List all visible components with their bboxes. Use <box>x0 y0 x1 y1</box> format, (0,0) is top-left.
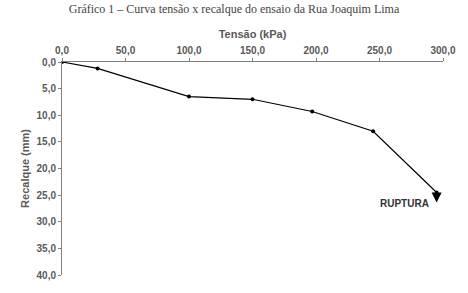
svg-text:0,0: 0,0 <box>55 45 69 56</box>
svg-text:40,0: 40,0 <box>37 270 57 281</box>
svg-text:Tensão (kPa): Tensão (kPa) <box>219 28 287 40</box>
svg-text:10,0: 10,0 <box>37 110 57 121</box>
svg-text:0,0: 0,0 <box>42 57 56 68</box>
svg-text:25,0: 25,0 <box>37 190 57 201</box>
svg-text:50,0: 50,0 <box>116 45 136 56</box>
svg-text:Gráfico 1 – Curva tensão x rec: Gráfico 1 – Curva tensão x recalque do e… <box>69 2 400 16</box>
svg-text:250,0: 250,0 <box>367 45 392 56</box>
svg-text:Recalque (mm): Recalque (mm) <box>19 129 31 208</box>
svg-text:30,0: 30,0 <box>37 216 57 227</box>
svg-text:200,0: 200,0 <box>303 45 328 56</box>
svg-text:150,0: 150,0 <box>240 45 265 56</box>
svg-text:35,0: 35,0 <box>37 243 57 254</box>
svg-text:RUPTURA: RUPTURA <box>380 198 429 209</box>
svg-text:20,0: 20,0 <box>37 163 57 174</box>
svg-text:300,0: 300,0 <box>430 45 455 56</box>
svg-text:100,0: 100,0 <box>176 45 201 56</box>
svg-text:15,0: 15,0 <box>37 136 57 147</box>
svg-text:5,0: 5,0 <box>42 83 56 94</box>
